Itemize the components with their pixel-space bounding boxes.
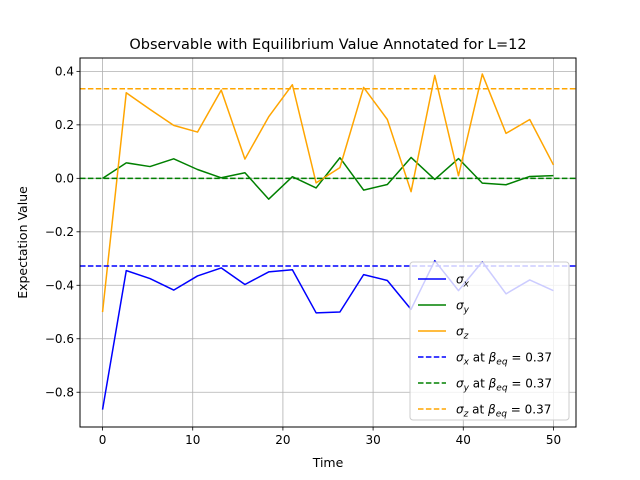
legend-text: = 0.37 <box>508 351 552 365</box>
legend-text: = 0.37 <box>508 377 552 391</box>
legend-text: = 0.37 <box>507 403 551 417</box>
legend-text: at <box>469 351 489 365</box>
x-tick-label: 10 <box>185 433 200 447</box>
axes-frame <box>79 57 577 428</box>
legend-subscript: y <box>463 384 470 394</box>
x-tick-label: 40 <box>456 433 471 447</box>
y-tick-label: −0.6 <box>45 332 74 346</box>
legend-subscript: y <box>463 306 470 316</box>
y-tick-label: 0.2 <box>55 118 74 132</box>
x-axis-label: Time <box>312 455 344 470</box>
legend-symbol: β <box>488 377 497 391</box>
series-line <box>101 73 555 313</box>
legend-subscript: x <box>463 358 470 368</box>
legend-label: σz <box>456 325 469 342</box>
legend-symbol: σ <box>456 403 464 417</box>
legend-text: at <box>469 377 489 391</box>
legend-symbol: σ <box>456 351 464 365</box>
y-tick-label: −0.4 <box>45 279 74 293</box>
legend-symbol: β <box>488 351 497 365</box>
y-tick-label: −0.2 <box>45 225 74 239</box>
legend-subscript: eq <box>496 410 508 420</box>
legend-label: σx at βeq = 0.37 <box>456 351 552 368</box>
legend-subscript: x <box>463 280 470 290</box>
legend-symbol: σ <box>456 299 464 313</box>
legend-subscript: z <box>463 410 469 420</box>
legend-subscript: eq <box>496 384 508 394</box>
legend-subscript: z <box>463 332 469 342</box>
y-tick-label: −0.8 <box>45 386 74 400</box>
x-tick-label: 50 <box>546 433 561 447</box>
legend-label: σx <box>456 273 470 290</box>
plot-layer <box>80 73 576 410</box>
legend-box <box>409 261 570 421</box>
x-tick-label: 20 <box>275 433 290 447</box>
legend-symbol: β <box>487 403 496 417</box>
chart-title: Observable with Equilibrium Value Annota… <box>129 37 526 53</box>
x-tick-label: 0 <box>99 433 107 447</box>
x-tick-label: 30 <box>365 433 380 447</box>
legend-label: σy <box>456 299 470 316</box>
legend-symbol: σ <box>456 377 464 391</box>
y-tick-label: 0.4 <box>55 65 74 79</box>
legend-text: at <box>468 403 488 417</box>
legend-label: σy at βeq = 0.37 <box>456 377 552 394</box>
legend-label: σz at βeq = 0.37 <box>456 403 551 420</box>
y-tick-label: 0.0 <box>55 172 74 186</box>
legend-symbol: σ <box>456 273 464 287</box>
tick-layer: 0 10 20 30 40 50 −0.8 −0.6 −0.4 −0.2 0.0 0.2 0.4 <box>45 65 561 447</box>
legend-subscript: eq <box>496 358 508 368</box>
legend-symbol: σ <box>456 325 464 339</box>
y-axis-label: Expectation Value <box>15 186 30 299</box>
